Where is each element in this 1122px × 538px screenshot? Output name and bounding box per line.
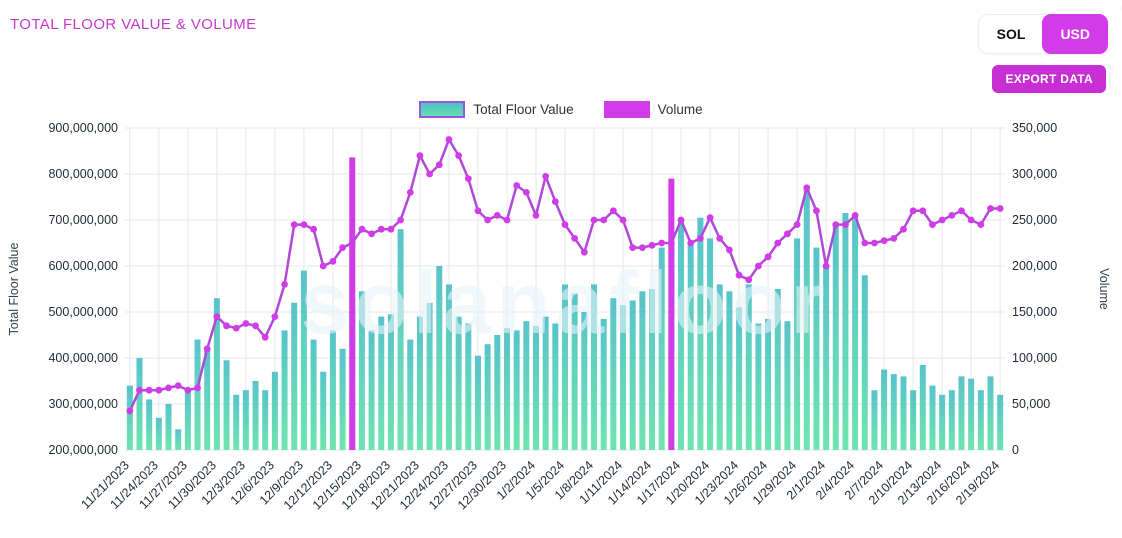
svg-text:350,000: 350,000 bbox=[1012, 121, 1057, 135]
volume-spike-bars bbox=[349, 157, 675, 450]
svg-text:100,000: 100,000 bbox=[1012, 351, 1057, 365]
chart-legend: Total Floor Value Volume bbox=[0, 101, 1122, 118]
svg-text:300,000: 300,000 bbox=[1012, 167, 1057, 181]
right-axis-tick-labels: 0 50,000 100,000 150,000 200,000 250,000 300,0… bbox=[1012, 121, 1057, 457]
watermark: solanafloor bbox=[300, 253, 829, 352]
left-axis-tick-labels: 200,000,000 300,000,000 400,000,000 500,000… bbox=[48, 121, 118, 457]
usd-currency-button[interactable]: USD bbox=[1042, 14, 1108, 54]
svg-text:800,000,000: 800,000,000 bbox=[48, 167, 118, 181]
sol-currency-button[interactable]: SOL bbox=[979, 15, 1044, 53]
legend-label: Volume bbox=[657, 102, 703, 117]
currency-toggle: SOL USD bbox=[977, 14, 1108, 54]
export-data-button[interactable]: EXPORT DATA bbox=[992, 65, 1106, 93]
svg-text:150,000: 150,000 bbox=[1012, 305, 1057, 319]
floor-value-volume-chart: solanafloor 200,000,000 300,000,000 400,000… bbox=[7, 121, 1111, 512]
legend-item-volume[interactable]: Volume bbox=[603, 101, 703, 118]
svg-text:700,000,000: 700,000,000 bbox=[48, 213, 118, 227]
floor-value-swatch-icon bbox=[419, 101, 466, 118]
legend-item-total-floor-value[interactable]: Total Floor Value bbox=[419, 101, 574, 118]
svg-text:900,000,000: 900,000,000 bbox=[48, 121, 118, 135]
svg-text:200,000,000: 200,000,000 bbox=[48, 443, 118, 457]
volume-dots bbox=[126, 136, 1004, 415]
svg-text:300,000,000: 300,000,000 bbox=[48, 397, 118, 411]
x-axis-tick-labels: 11/21/202311/24/202311/27/202311/30/2023… bbox=[78, 458, 1002, 512]
svg-text:50,000: 50,000 bbox=[1012, 397, 1050, 411]
svg-text:0: 0 bbox=[1012, 443, 1019, 457]
page-title: TOTAL FLOOR VALUE & VOLUME bbox=[10, 16, 257, 33]
svg-text:250,000: 250,000 bbox=[1012, 213, 1057, 227]
legend-label: Total Floor Value bbox=[473, 102, 574, 117]
left-axis-title: Total Floor Value bbox=[7, 243, 21, 336]
right-axis-title: Volume bbox=[1097, 268, 1111, 310]
svg-text:600,000,000: 600,000,000 bbox=[48, 259, 118, 273]
svg-text:400,000,000: 400,000,000 bbox=[48, 351, 118, 365]
svg-text:500,000,000: 500,000,000 bbox=[48, 305, 118, 319]
volume-swatch-icon bbox=[603, 101, 650, 118]
svg-text:200,000: 200,000 bbox=[1012, 259, 1057, 273]
